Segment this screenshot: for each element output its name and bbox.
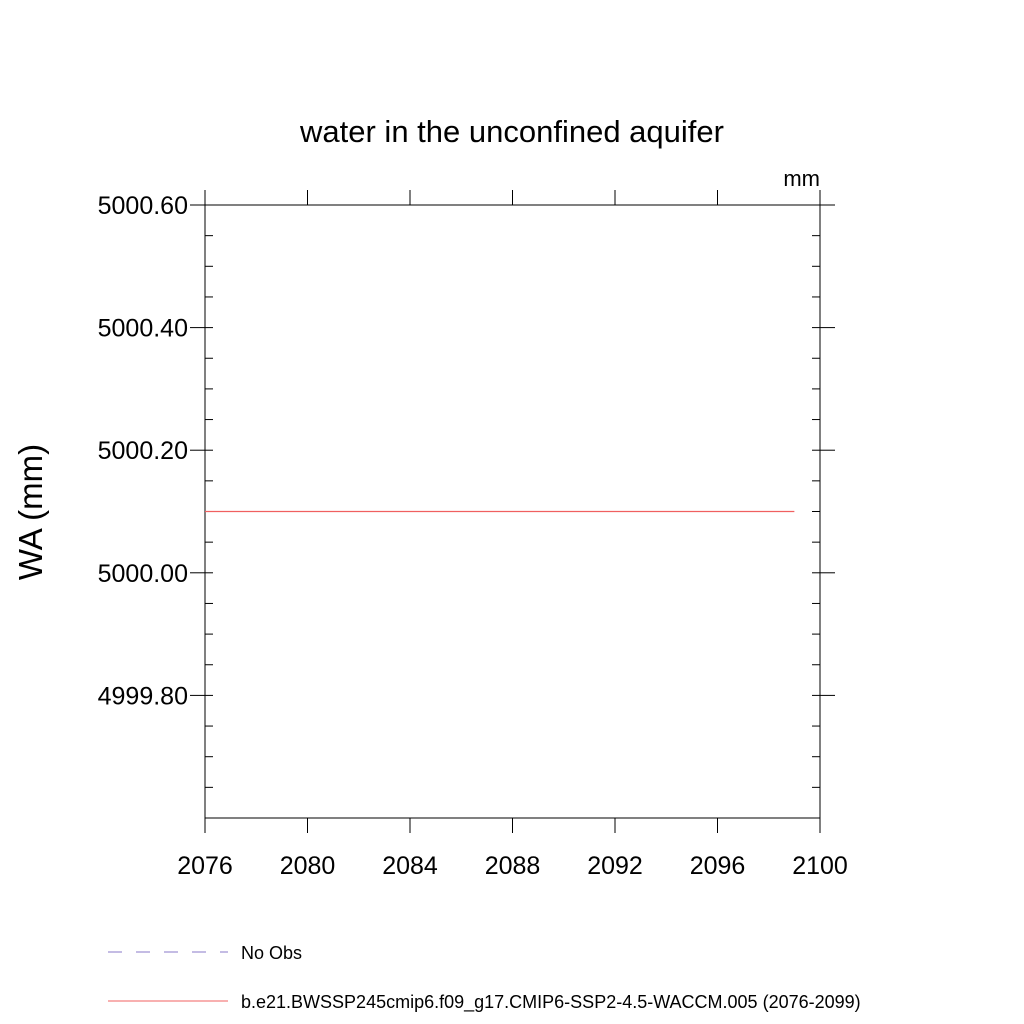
x-tick-label: 2092	[587, 852, 643, 880]
y-tick-label: 5000.60	[98, 192, 188, 220]
x-tick-label: 2100	[792, 852, 848, 880]
y-axis-ticks: 4999.80 5000.00 5000.20 5000.40 5000.60	[98, 192, 835, 819]
x-tick-label: 2088	[485, 852, 541, 880]
legend: No Obs b.e21.BWSSP245cmip6.f09_g17.CMIP6-…	[108, 943, 861, 1013]
x-tick-label: 2080	[280, 852, 336, 880]
y-tick-label: 5000.00	[98, 560, 188, 588]
y-tick-label: 4999.80	[98, 682, 188, 710]
x-tick-label: 2076	[177, 852, 233, 880]
y-tick-label: 5000.40	[98, 315, 188, 343]
x-tick-label: 2096	[690, 852, 746, 880]
x-axis-ticks: 2076 2080 2084 2088 2092 2096 2100	[177, 190, 848, 880]
y-tick-label: 5000.20	[98, 437, 188, 465]
legend-label: No Obs	[241, 943, 302, 963]
units-label: mm	[783, 166, 820, 191]
legend-label: b.e21.BWSSP245cmip6.f09_g17.CMIP6-SSP2-4…	[241, 992, 861, 1013]
x-tick-label: 2084	[382, 852, 438, 880]
chart-title: water in the unconfined aquifer	[299, 114, 724, 149]
y-axis-label: WA (mm)	[12, 444, 49, 580]
